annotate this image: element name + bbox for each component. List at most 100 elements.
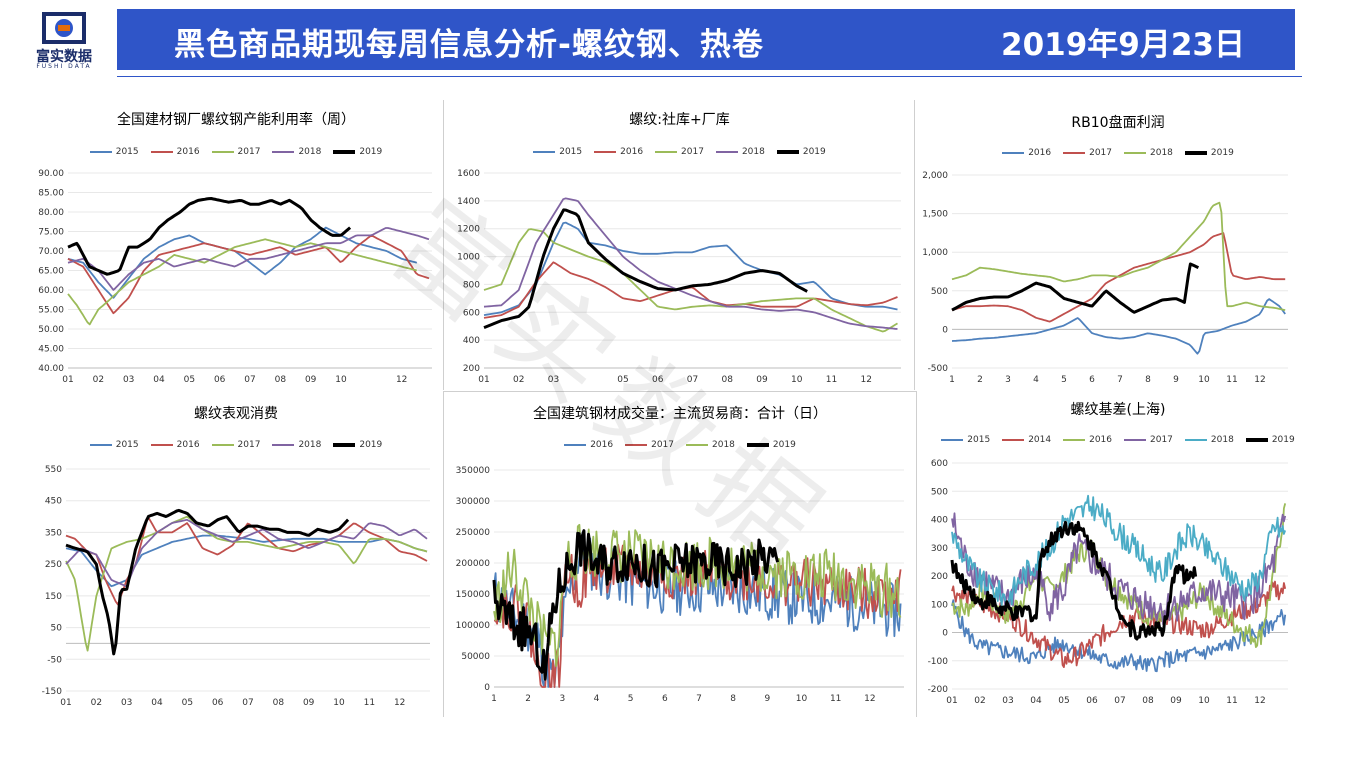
legend-label: 2016 bbox=[1089, 435, 1112, 445]
chart-plot: -200 -100 0 100 200 300 400 500 600 01 02 03 04 05 06 0… bbox=[928, 459, 1288, 706]
legend-item: 2019 bbox=[776, 147, 826, 157]
x-tick-label: 12 bbox=[1254, 696, 1265, 706]
legend-swatch bbox=[625, 444, 648, 446]
legend-label: 2018 bbox=[298, 440, 322, 450]
chart-plot: 40.00 45.00 50.00 55.00 60.00 65.00 70.00 75.00… bbox=[38, 169, 432, 385]
divider bbox=[914, 100, 915, 390]
legend-label: 2014 bbox=[1028, 435, 1052, 445]
chart-title: 全国建筑钢材成交量：主流贸易商：合计（日） bbox=[533, 406, 827, 422]
x-tick-label: 06 bbox=[1086, 696, 1098, 706]
x-tick-label: 10 bbox=[1198, 696, 1210, 706]
legend-label: 2015 bbox=[115, 147, 139, 157]
y-tick-label: 0 bbox=[942, 629, 948, 639]
y-tick-label: 85.00 bbox=[38, 189, 64, 199]
legend-label: 2019 bbox=[359, 440, 383, 450]
legend-item: 2015 bbox=[533, 147, 582, 157]
legend-item: 2017 bbox=[625, 440, 674, 450]
x-tick-label: 07 bbox=[1114, 696, 1125, 706]
x-tick-label: 2 bbox=[525, 694, 531, 704]
brand-logo: 富实数据 FUSHI DATA bbox=[14, 8, 114, 70]
legend-label: 2019 bbox=[359, 147, 383, 157]
y-tick-label: -500 bbox=[928, 364, 949, 374]
series-line-2017 bbox=[65, 515, 428, 652]
legend-item: 2019 bbox=[1184, 148, 1234, 158]
x-tick-label: 10 bbox=[796, 694, 808, 704]
legend-item: 2017 bbox=[1124, 435, 1173, 445]
y-tick-label: 350 bbox=[45, 528, 62, 538]
chart-legend: 2015 2016 2017 2018 2019 bbox=[30, 147, 442, 157]
divider bbox=[443, 391, 917, 392]
y-tick-label: 500 bbox=[931, 487, 948, 497]
y-tick-label: 300000 bbox=[456, 497, 491, 507]
chart-legend: 2015 2016 2017 2018 2019 bbox=[446, 147, 913, 157]
legend-swatch bbox=[1245, 438, 1268, 442]
x-tick-label: 08 bbox=[275, 375, 287, 385]
chart-title: 螺纹表观消费 bbox=[194, 406, 278, 422]
y-tick-label: 600 bbox=[931, 459, 948, 469]
x-tick-label: 05 bbox=[617, 375, 628, 385]
legend-label: 2016 bbox=[590, 440, 614, 450]
x-tick-label: 5 bbox=[1061, 375, 1067, 385]
legend-item: 2016 bbox=[594, 147, 643, 157]
legend-item: 2015 bbox=[89, 147, 139, 157]
y-tick-label: 50000 bbox=[461, 652, 490, 662]
chart-title: 全国建材钢厂螺纹钢产能利用率（周） bbox=[117, 112, 355, 128]
series-line-2019 bbox=[483, 208, 808, 329]
x-tick-label: 07 bbox=[687, 375, 698, 385]
series-line-2015 bbox=[67, 226, 418, 299]
legend-swatch bbox=[1124, 152, 1146, 154]
legend-item: 2019 bbox=[333, 440, 382, 450]
legend-swatch bbox=[776, 150, 799, 154]
page-date: 2019年9月23日 bbox=[1001, 27, 1245, 63]
y-tick-label: 50.00 bbox=[38, 325, 64, 335]
x-tick-label: 09 bbox=[305, 375, 317, 385]
legend-swatch bbox=[89, 444, 112, 446]
legend-item: 2014 bbox=[1002, 435, 1051, 445]
x-tick-label: 06 bbox=[212, 698, 224, 708]
y-tick-label: 150000 bbox=[456, 590, 491, 600]
y-tick-label: 1200 bbox=[457, 225, 480, 235]
series-line-2016 bbox=[951, 298, 1286, 355]
chart-plot: 200 400 600 800 1000 1200 1400 1600 01 02 03 05 06 07… bbox=[457, 169, 901, 385]
y-tick-label: 400 bbox=[463, 336, 480, 346]
legend-swatch bbox=[150, 151, 173, 153]
x-tick-label: 05 bbox=[184, 375, 195, 385]
series-line-2016 bbox=[483, 261, 898, 319]
series-line-2015 bbox=[65, 534, 428, 588]
chart-legend: 2015 2016 2017 2018 2019 bbox=[30, 440, 442, 450]
x-tick-label: 04 bbox=[151, 698, 163, 708]
legend-swatch bbox=[1063, 439, 1086, 441]
legend-item: 2015 bbox=[941, 435, 990, 445]
legend-swatch bbox=[715, 151, 738, 153]
y-tick-label: 100000 bbox=[456, 621, 491, 631]
chart-apparent-consumption: 螺纹表观消费 2015 2016 2017 2018 2019 -150 -50 50 150 25… bbox=[30, 397, 442, 715]
y-tick-label: 300 bbox=[931, 544, 948, 554]
legend-swatch bbox=[333, 150, 356, 154]
x-tick-label: 11 bbox=[1226, 375, 1237, 385]
x-tick-label: 09 bbox=[1170, 696, 1182, 706]
y-tick-label: 800 bbox=[463, 280, 480, 290]
x-tick-label: 12 bbox=[396, 375, 407, 385]
x-tick-label: 12 bbox=[864, 694, 875, 704]
y-tick-label: -100 bbox=[928, 657, 949, 667]
legend-swatch bbox=[1002, 439, 1025, 441]
legend-label: 2016 bbox=[176, 440, 200, 450]
y-tick-label: 2,000 bbox=[922, 171, 948, 181]
x-tick-label: 09 bbox=[756, 375, 768, 385]
x-tick-label: 02 bbox=[93, 375, 104, 385]
series-line-2018 bbox=[65, 518, 428, 588]
x-tick-label: 08 bbox=[1142, 696, 1154, 706]
legend-item: 2016 bbox=[150, 440, 200, 450]
y-tick-label: 550 bbox=[45, 465, 62, 475]
x-tick-label: 6 bbox=[1089, 375, 1095, 385]
legend-label: 2018 bbox=[1150, 148, 1173, 158]
y-tick-label: 100 bbox=[931, 600, 948, 610]
x-tick-label: 3 bbox=[559, 694, 565, 704]
y-tick-label: 400 bbox=[931, 516, 948, 526]
legend-swatch bbox=[1002, 152, 1025, 154]
x-tick-label: 2 bbox=[977, 375, 983, 385]
x-tick-label: 10 bbox=[333, 698, 345, 708]
legend-swatch bbox=[89, 151, 112, 153]
legend-item: 2018 bbox=[715, 147, 765, 157]
legend-label: 2017 bbox=[681, 147, 704, 157]
